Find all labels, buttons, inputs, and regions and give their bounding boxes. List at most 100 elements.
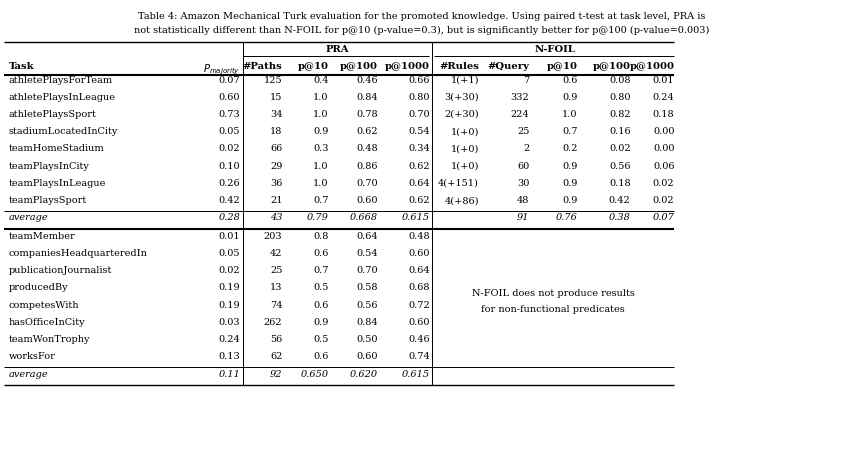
Text: 0.70: 0.70 xyxy=(356,179,378,188)
Text: 0.28: 0.28 xyxy=(218,213,240,222)
Text: 13: 13 xyxy=(270,284,282,293)
Text: 0.82: 0.82 xyxy=(609,110,631,119)
Text: 224: 224 xyxy=(511,110,529,119)
Text: 0.42: 0.42 xyxy=(218,196,240,205)
Text: athletePlaysInLeague: athletePlaysInLeague xyxy=(8,93,115,102)
Text: 0.00: 0.00 xyxy=(652,144,674,153)
Text: teamPlaysSport: teamPlaysSport xyxy=(8,196,87,205)
Text: 0.68: 0.68 xyxy=(408,284,430,293)
Text: 0.5: 0.5 xyxy=(314,335,329,344)
Text: 34: 34 xyxy=(270,110,282,119)
Text: 0.9: 0.9 xyxy=(562,161,577,171)
Text: 0.02: 0.02 xyxy=(652,196,674,205)
Text: 91: 91 xyxy=(517,213,529,222)
Text: 0.64: 0.64 xyxy=(408,266,430,275)
Text: 0.18: 0.18 xyxy=(609,179,631,188)
Text: 3(+30): 3(+30) xyxy=(444,93,479,102)
Text: teamPlaysInLeague: teamPlaysInLeague xyxy=(8,179,106,188)
Text: 4(+86): 4(+86) xyxy=(444,196,479,205)
Text: 29: 29 xyxy=(270,161,282,171)
Text: Table 4: Amazon Mechanical Turk evaluation for the promoted knowledge. Using pai: Table 4: Amazon Mechanical Turk evaluati… xyxy=(137,12,706,21)
Text: 0.46: 0.46 xyxy=(356,76,378,84)
Text: 1.0: 1.0 xyxy=(314,110,329,119)
Text: 0.05: 0.05 xyxy=(218,249,240,258)
Text: 0.62: 0.62 xyxy=(408,196,430,205)
Text: 0.6: 0.6 xyxy=(314,301,329,310)
Text: 0.54: 0.54 xyxy=(356,249,378,258)
Text: $P_{majority}$: $P_{majority}$ xyxy=(203,62,240,77)
Text: competesWith: competesWith xyxy=(8,301,79,310)
Text: 0.60: 0.60 xyxy=(408,318,430,327)
Text: 0.34: 0.34 xyxy=(408,144,430,153)
Text: 36: 36 xyxy=(270,179,282,188)
Text: 2: 2 xyxy=(524,144,529,153)
Text: 0.56: 0.56 xyxy=(609,161,631,171)
Text: 0.60: 0.60 xyxy=(356,353,378,362)
Text: 0.01: 0.01 xyxy=(652,76,674,84)
Text: 21: 21 xyxy=(270,196,282,205)
Text: p@10: p@10 xyxy=(298,62,329,71)
Text: 0.620: 0.620 xyxy=(350,370,378,379)
Text: 0.9: 0.9 xyxy=(314,318,329,327)
Text: 0.60: 0.60 xyxy=(356,196,378,205)
Text: 0.48: 0.48 xyxy=(356,144,378,153)
Text: 0.60: 0.60 xyxy=(408,249,430,258)
Text: stadiumLocatedInCity: stadiumLocatedInCity xyxy=(8,127,118,136)
Text: 0.70: 0.70 xyxy=(356,266,378,275)
Text: 1.0: 1.0 xyxy=(314,161,329,171)
Text: 1.0: 1.0 xyxy=(314,93,329,102)
Text: 0.84: 0.84 xyxy=(356,93,378,102)
Text: 0.54: 0.54 xyxy=(408,127,430,136)
Text: 0.05: 0.05 xyxy=(218,127,240,136)
Text: teamHomeStadium: teamHomeStadium xyxy=(8,144,105,153)
Text: worksFor: worksFor xyxy=(8,353,56,362)
Text: athletePlaysSport: athletePlaysSport xyxy=(8,110,96,119)
Text: p@100: p@100 xyxy=(340,62,378,71)
Text: Task: Task xyxy=(8,62,34,71)
Text: 0.56: 0.56 xyxy=(356,301,378,310)
Text: 0.58: 0.58 xyxy=(356,284,378,293)
Text: 0.19: 0.19 xyxy=(218,284,240,293)
Text: 0.11: 0.11 xyxy=(218,370,240,379)
Text: 262: 262 xyxy=(264,318,282,327)
Text: p@1000: p@1000 xyxy=(385,62,430,71)
Text: 0.5: 0.5 xyxy=(314,284,329,293)
Text: 4(+151): 4(+151) xyxy=(438,179,479,188)
Text: 0.66: 0.66 xyxy=(408,76,430,84)
Text: PRA: PRA xyxy=(325,45,349,54)
Text: 15: 15 xyxy=(270,93,282,102)
Text: p@1000: p@1000 xyxy=(630,62,674,71)
Text: N-FOIL: N-FOIL xyxy=(534,45,575,54)
Text: 0.10: 0.10 xyxy=(218,161,240,171)
Text: 0.72: 0.72 xyxy=(408,301,430,310)
Text: #Rules: #Rules xyxy=(439,62,479,71)
Text: 1(+0): 1(+0) xyxy=(450,161,479,171)
Text: 0.42: 0.42 xyxy=(609,196,631,205)
Text: 1.0: 1.0 xyxy=(562,110,577,119)
Text: 1(+1): 1(+1) xyxy=(450,76,479,84)
Text: 56: 56 xyxy=(270,335,282,344)
Text: p@100: p@100 xyxy=(593,62,631,71)
Text: 48: 48 xyxy=(517,196,529,205)
Text: 0.7: 0.7 xyxy=(562,127,577,136)
Text: #Paths: #Paths xyxy=(243,62,282,71)
Text: 0.6: 0.6 xyxy=(314,353,329,362)
Text: 92: 92 xyxy=(270,370,282,379)
Text: athletePlaysForTeam: athletePlaysForTeam xyxy=(8,76,113,84)
Text: average: average xyxy=(8,213,48,222)
Text: 203: 203 xyxy=(264,232,282,241)
Text: for non-functional predicates: for non-functional predicates xyxy=(481,305,625,314)
Text: 2(+30): 2(+30) xyxy=(444,110,479,119)
Text: 0.18: 0.18 xyxy=(652,110,674,119)
Text: 0.03: 0.03 xyxy=(218,318,240,327)
Text: 30: 30 xyxy=(517,179,529,188)
Text: 0.8: 0.8 xyxy=(314,232,329,241)
Text: 125: 125 xyxy=(264,76,282,84)
Text: 0.02: 0.02 xyxy=(218,144,240,153)
Text: 0.02: 0.02 xyxy=(609,144,631,153)
Text: 0.62: 0.62 xyxy=(408,161,430,171)
Text: publicationJournalist: publicationJournalist xyxy=(8,266,112,275)
Text: 0.7: 0.7 xyxy=(314,266,329,275)
Text: 0.650: 0.650 xyxy=(301,370,329,379)
Text: 0.38: 0.38 xyxy=(609,213,631,222)
